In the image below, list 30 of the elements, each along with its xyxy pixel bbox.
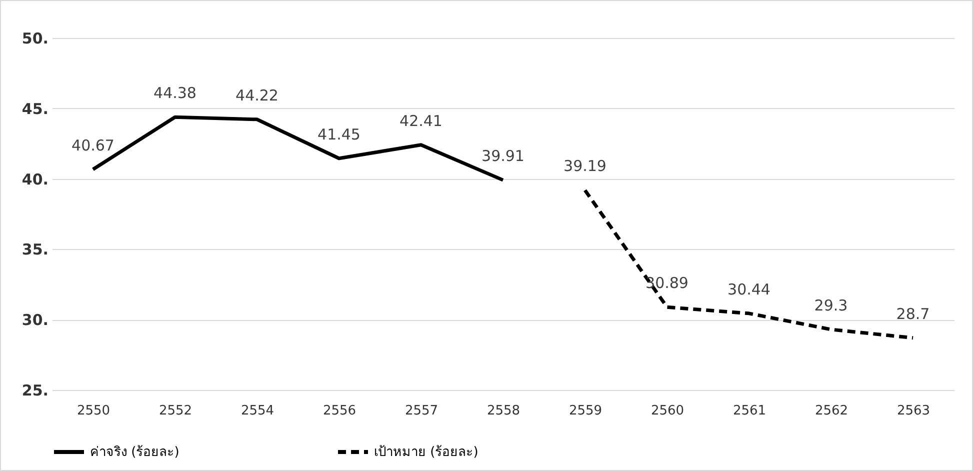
data-label: 28.7 (896, 304, 930, 323)
x-tick-label: 2562 (814, 404, 848, 418)
data-label: 44.38 (154, 84, 196, 102)
data-label: 41.45 (318, 125, 360, 144)
data-label: 39.91 (482, 147, 524, 166)
y-tick-label: 50. (22, 30, 48, 48)
data-label: 30.44 (728, 280, 770, 298)
x-tick-label: 2561 (732, 404, 766, 418)
legend-label: ค่าจริง (ร้อยละ) (90, 445, 180, 460)
data-label: 39.19 (564, 157, 606, 176)
data-label: 44.22 (236, 86, 278, 104)
x-tick-label: 2550 (76, 404, 110, 418)
data-label: 30.89 (646, 274, 688, 292)
x-tick-label: 2557 (404, 404, 438, 418)
x-tick-label: 2552 (158, 404, 192, 418)
x-tick-label: 2556 (322, 404, 356, 418)
x-tick-label: 2563 (896, 404, 930, 418)
data-label: 40.67 (72, 136, 114, 154)
y-tick-label: 30. (22, 311, 48, 330)
y-tick-label: 25. (22, 382, 48, 400)
x-tick-label: 2554 (240, 404, 274, 418)
y-tick-label: 40. (22, 170, 48, 188)
y-tick-label: 35. (22, 240, 48, 259)
x-tick-label: 2558 (486, 404, 520, 418)
legend-label: เป้าหมาย (ร้อยละ) (374, 445, 478, 460)
data-label: 42.41 (400, 112, 442, 130)
y-tick-label: 45. (22, 100, 48, 118)
x-tick-label: 2559 (568, 404, 602, 418)
data-label: 29.3 (814, 296, 848, 314)
x-tick-label: 2560 (650, 404, 684, 418)
